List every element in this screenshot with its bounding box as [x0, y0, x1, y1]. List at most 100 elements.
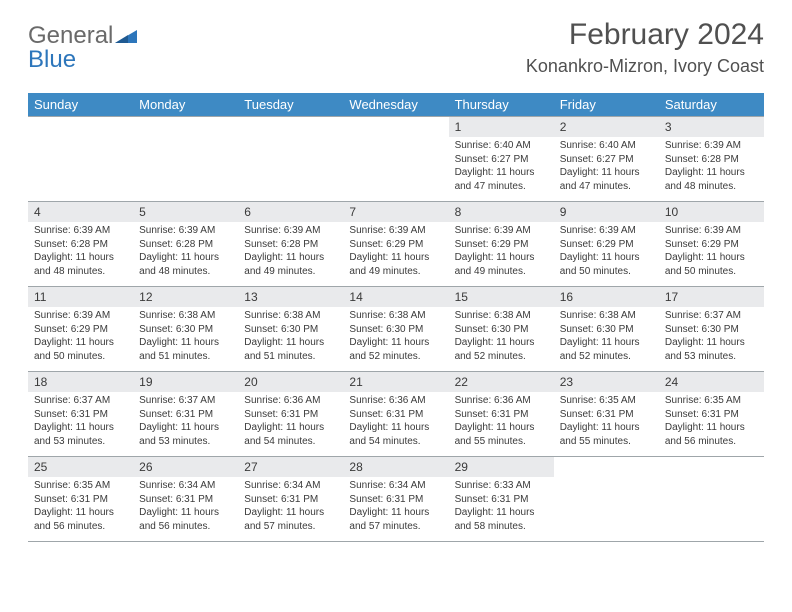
- calendar-cell: 21Sunrise: 6:36 AMSunset: 6:31 PMDayligh…: [343, 372, 448, 456]
- day-info: Sunrise: 6:38 AMSunset: 6:30 PMDaylight:…: [238, 309, 343, 367]
- brand-part2: Blue: [28, 46, 76, 73]
- day-info: Sunrise: 6:34 AMSunset: 6:31 PMDaylight:…: [133, 479, 238, 537]
- calendar-cell: 10Sunrise: 6:39 AMSunset: 6:29 PMDayligh…: [659, 202, 764, 286]
- day-number: 1: [449, 117, 554, 137]
- day-info: Sunrise: 6:38 AMSunset: 6:30 PMDaylight:…: [343, 309, 448, 367]
- sunrise-text: Sunrise: 6:38 AM: [139, 309, 232, 323]
- daylight-text: Daylight: 11 hours: [455, 506, 548, 520]
- sunset-text: Sunset: 6:31 PM: [34, 493, 127, 507]
- day-info: Sunrise: 6:36 AMSunset: 6:31 PMDaylight:…: [343, 394, 448, 452]
- day-info: Sunrise: 6:39 AMSunset: 6:28 PMDaylight:…: [28, 224, 133, 282]
- daylight-text: Daylight: 11 hours: [349, 421, 442, 435]
- day-info: Sunrise: 6:35 AMSunset: 6:31 PMDaylight:…: [28, 479, 133, 537]
- day-info: Sunrise: 6:37 AMSunset: 6:30 PMDaylight:…: [659, 309, 764, 367]
- weekday-label: Sunday: [28, 93, 133, 116]
- calendar-cell: 26Sunrise: 6:34 AMSunset: 6:31 PMDayligh…: [133, 457, 238, 541]
- day-info: Sunrise: 6:38 AMSunset: 6:30 PMDaylight:…: [449, 309, 554, 367]
- sunset-text: Sunset: 6:30 PM: [349, 323, 442, 337]
- sunset-text: Sunset: 6:31 PM: [34, 408, 127, 422]
- daylight-text: Daylight: 11 hours: [455, 421, 548, 435]
- sunrise-text: Sunrise: 6:38 AM: [349, 309, 442, 323]
- daylight-text: and 49 minutes.: [244, 265, 337, 279]
- day-number: 18: [28, 372, 133, 392]
- daylight-text: and 48 minutes.: [665, 180, 758, 194]
- sunset-text: Sunset: 6:28 PM: [665, 153, 758, 167]
- calendar-cell: 27Sunrise: 6:34 AMSunset: 6:31 PMDayligh…: [238, 457, 343, 541]
- daylight-text: and 56 minutes.: [139, 520, 232, 534]
- sunrise-text: Sunrise: 6:39 AM: [34, 309, 127, 323]
- calendar-cell: 19Sunrise: 6:37 AMSunset: 6:31 PMDayligh…: [133, 372, 238, 456]
- day-number: 3: [659, 117, 764, 137]
- day-number: 20: [238, 372, 343, 392]
- daylight-text: and 56 minutes.: [665, 435, 758, 449]
- calendar-cell: 12Sunrise: 6:38 AMSunset: 6:30 PMDayligh…: [133, 287, 238, 371]
- daylight-text: and 50 minutes.: [665, 265, 758, 279]
- sunset-text: Sunset: 6:30 PM: [455, 323, 548, 337]
- daylight-text: and 52 minutes.: [560, 350, 653, 364]
- day-info: Sunrise: 6:39 AMSunset: 6:29 PMDaylight:…: [554, 224, 659, 282]
- day-number: 5: [133, 202, 238, 222]
- calendar-cell: [659, 457, 764, 541]
- day-number: 10: [659, 202, 764, 222]
- daylight-text: Daylight: 11 hours: [455, 336, 548, 350]
- day-info: Sunrise: 6:34 AMSunset: 6:31 PMDaylight:…: [343, 479, 448, 537]
- daylight-text: and 51 minutes.: [139, 350, 232, 364]
- calendar-cell: [238, 117, 343, 201]
- calendar-cell: 6Sunrise: 6:39 AMSunset: 6:28 PMDaylight…: [238, 202, 343, 286]
- day-number: 29: [449, 457, 554, 477]
- day-info: Sunrise: 6:35 AMSunset: 6:31 PMDaylight:…: [554, 394, 659, 452]
- daylight-text: Daylight: 11 hours: [455, 251, 548, 265]
- daylight-text: and 47 minutes.: [455, 180, 548, 194]
- daylight-text: Daylight: 11 hours: [665, 336, 758, 350]
- sunrise-text: Sunrise: 6:37 AM: [34, 394, 127, 408]
- day-number: 22: [449, 372, 554, 392]
- day-number: 2: [554, 117, 659, 137]
- calendar-cell: 1Sunrise: 6:40 AMSunset: 6:27 PMDaylight…: [449, 117, 554, 201]
- daylight-text: and 48 minutes.: [34, 265, 127, 279]
- day-info: Sunrise: 6:39 AMSunset: 6:28 PMDaylight:…: [133, 224, 238, 282]
- day-info: Sunrise: 6:36 AMSunset: 6:31 PMDaylight:…: [449, 394, 554, 452]
- weekday-label: Tuesday: [238, 93, 343, 116]
- daylight-text: and 51 minutes.: [244, 350, 337, 364]
- calendar-cell: 16Sunrise: 6:38 AMSunset: 6:30 PMDayligh…: [554, 287, 659, 371]
- daylight-text: Daylight: 11 hours: [139, 421, 232, 435]
- sunset-text: Sunset: 6:31 PM: [349, 408, 442, 422]
- sunrise-text: Sunrise: 6:39 AM: [665, 139, 758, 153]
- calendar-cell: 2Sunrise: 6:40 AMSunset: 6:27 PMDaylight…: [554, 117, 659, 201]
- day-number: 23: [554, 372, 659, 392]
- day-number: 12: [133, 287, 238, 307]
- daylight-text: Daylight: 11 hours: [455, 166, 548, 180]
- day-info: Sunrise: 6:35 AMSunset: 6:31 PMDaylight:…: [659, 394, 764, 452]
- daylight-text: and 55 minutes.: [455, 435, 548, 449]
- calendar-cell: 7Sunrise: 6:39 AMSunset: 6:29 PMDaylight…: [343, 202, 448, 286]
- sunset-text: Sunset: 6:27 PM: [560, 153, 653, 167]
- day-info: Sunrise: 6:37 AMSunset: 6:31 PMDaylight:…: [133, 394, 238, 452]
- sunrise-text: Sunrise: 6:39 AM: [139, 224, 232, 238]
- daylight-text: and 53 minutes.: [34, 435, 127, 449]
- daylight-text: Daylight: 11 hours: [139, 506, 232, 520]
- sunrise-text: Sunrise: 6:39 AM: [349, 224, 442, 238]
- month-title: February 2024: [526, 18, 764, 52]
- daylight-text: and 58 minutes.: [455, 520, 548, 534]
- sunset-text: Sunset: 6:30 PM: [665, 323, 758, 337]
- calendar-cell: [133, 117, 238, 201]
- daylight-text: and 57 minutes.: [349, 520, 442, 534]
- daylight-text: Daylight: 11 hours: [349, 336, 442, 350]
- daylight-text: and 47 minutes.: [560, 180, 653, 194]
- calendar-cell: 5Sunrise: 6:39 AMSunset: 6:28 PMDaylight…: [133, 202, 238, 286]
- day-info: Sunrise: 6:39 AMSunset: 6:29 PMDaylight:…: [343, 224, 448, 282]
- calendar-cell: 24Sunrise: 6:35 AMSunset: 6:31 PMDayligh…: [659, 372, 764, 456]
- calendar-cell: 17Sunrise: 6:37 AMSunset: 6:30 PMDayligh…: [659, 287, 764, 371]
- day-info: Sunrise: 6:39 AMSunset: 6:28 PMDaylight:…: [659, 139, 764, 197]
- daylight-text: and 53 minutes.: [139, 435, 232, 449]
- daylight-text: and 56 minutes.: [34, 520, 127, 534]
- calendar-cell: 3Sunrise: 6:39 AMSunset: 6:28 PMDaylight…: [659, 117, 764, 201]
- calendar-cell: 8Sunrise: 6:39 AMSunset: 6:29 PMDaylight…: [449, 202, 554, 286]
- sunset-text: Sunset: 6:31 PM: [560, 408, 653, 422]
- calendar-cell: 23Sunrise: 6:35 AMSunset: 6:31 PMDayligh…: [554, 372, 659, 456]
- day-number: 9: [554, 202, 659, 222]
- sunrise-text: Sunrise: 6:36 AM: [455, 394, 548, 408]
- sunset-text: Sunset: 6:29 PM: [349, 238, 442, 252]
- page-header: GeneralBlue February 2024 Konankro-Mizro…: [28, 18, 764, 77]
- day-number: 15: [449, 287, 554, 307]
